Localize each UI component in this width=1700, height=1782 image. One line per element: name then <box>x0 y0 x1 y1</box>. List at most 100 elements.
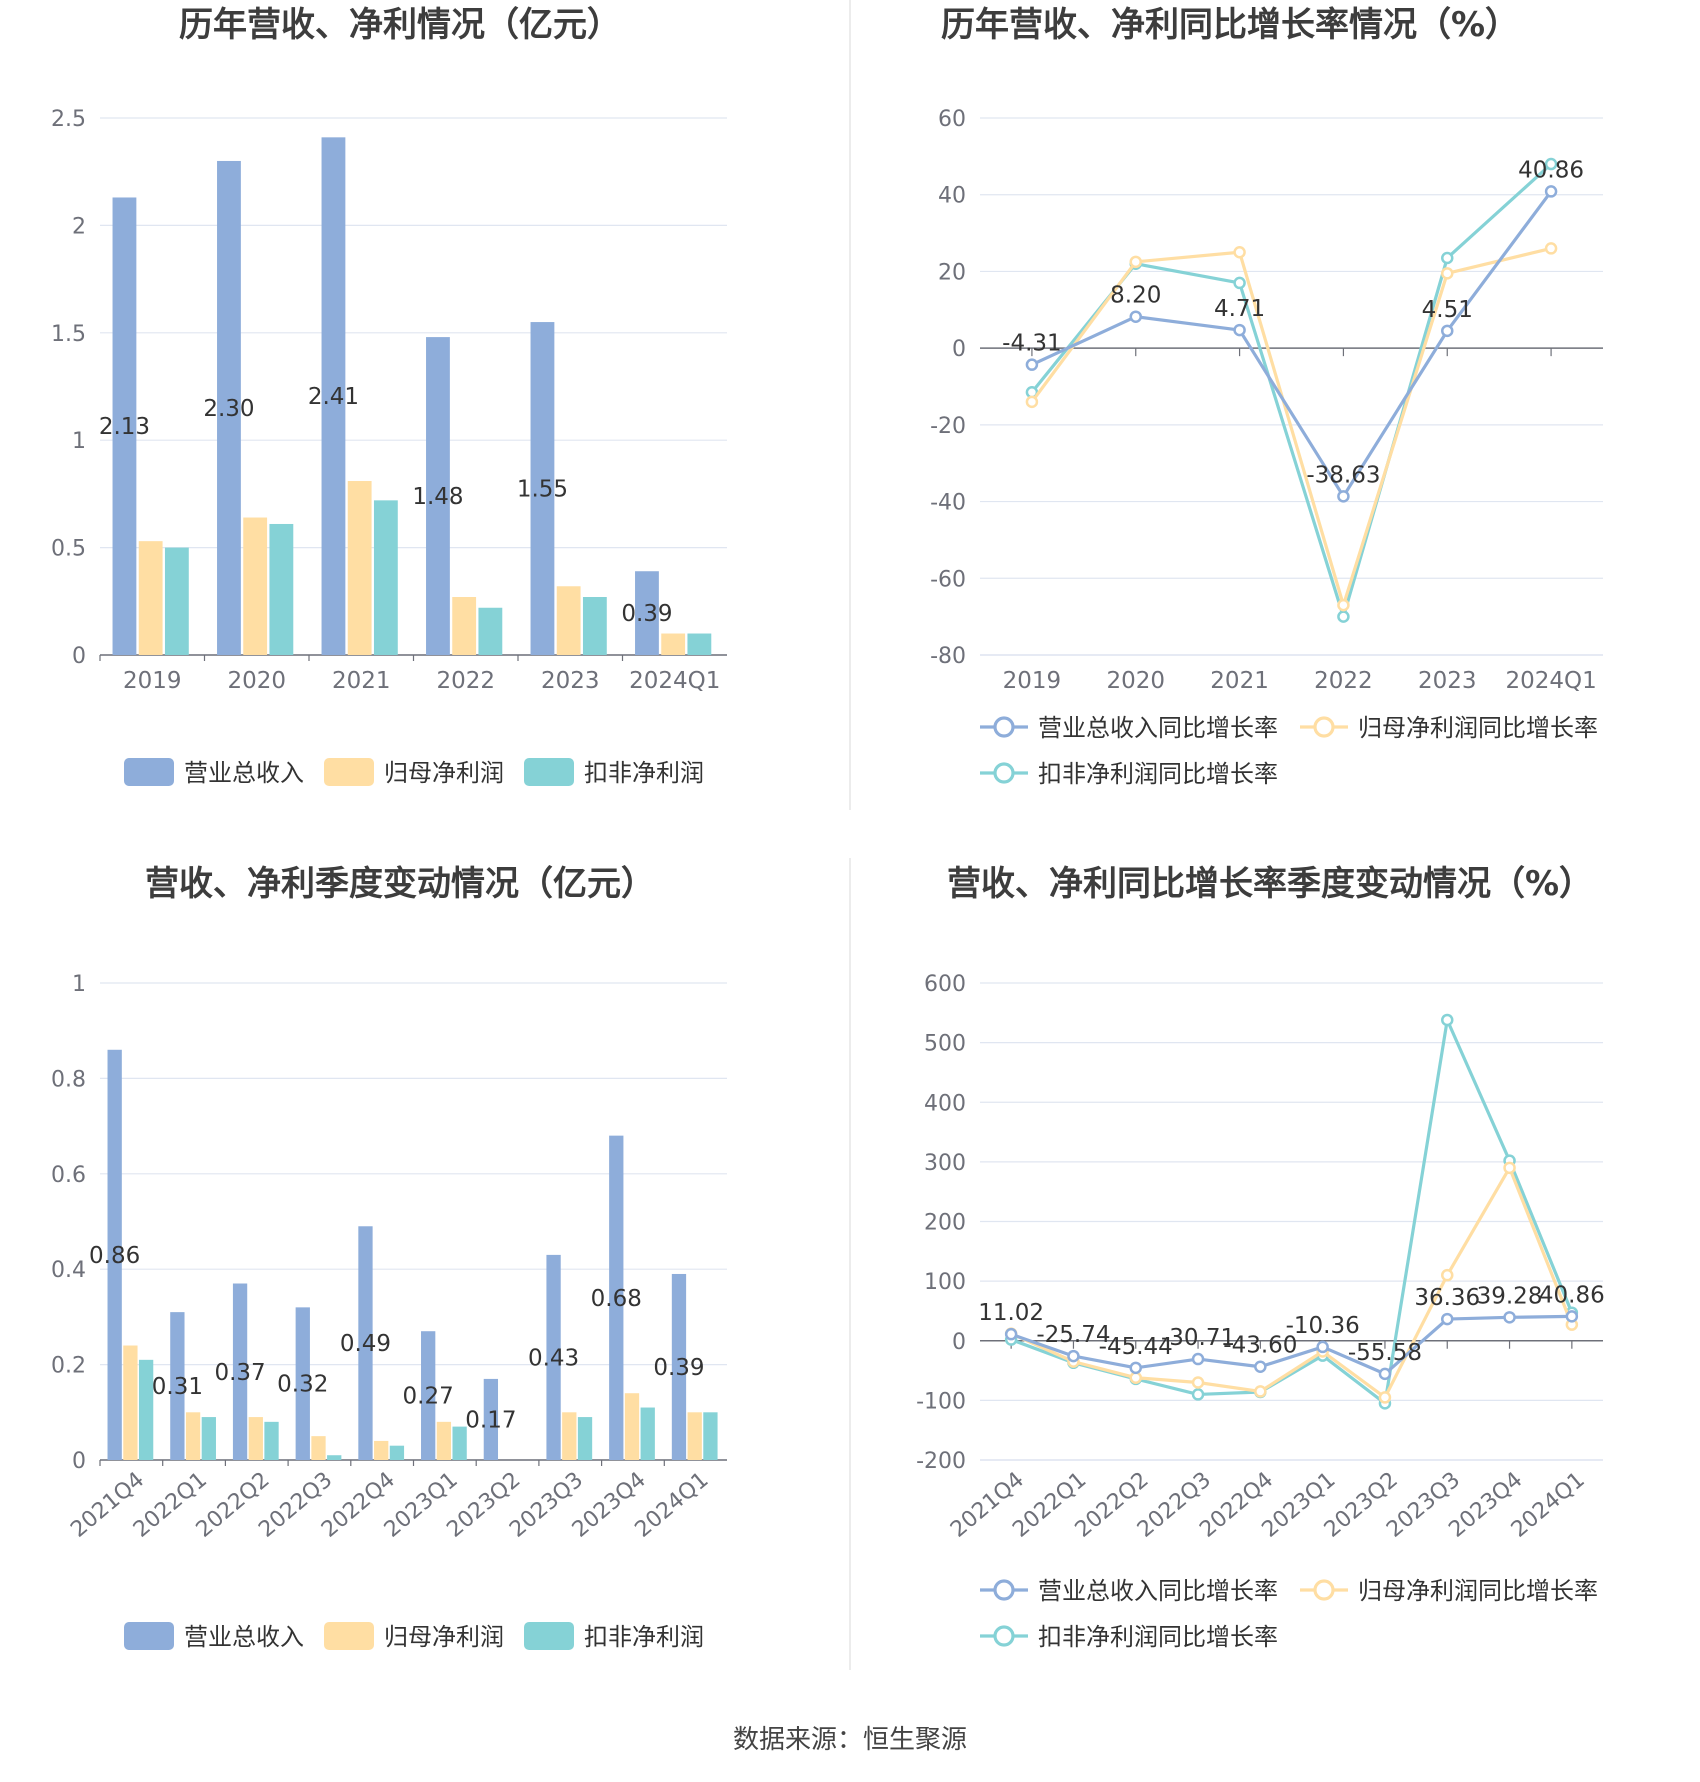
bar <box>347 481 372 655</box>
legend-label: 归母净利润 <box>384 1623 504 1651</box>
chart-title: 营收、净利季度变动情况（亿元） <box>145 864 655 904</box>
point-value-label: -25.74 <box>1036 1322 1110 1348</box>
bar <box>138 541 163 655</box>
x-tick-label: 2022 <box>436 668 495 694</box>
bar <box>164 547 189 655</box>
series-point <box>1337 610 1350 623</box>
quarterly-growth-chart: 营收、净利同比增长率季度变动情况（%） -200 -100 0 100 200 300 40… <box>916 864 1605 1651</box>
legend-swatch <box>324 758 374 786</box>
bar <box>436 1421 452 1460</box>
bar <box>295 1307 310 1460</box>
bar <box>483 1378 499 1460</box>
series-point <box>1544 157 1558 171</box>
point-value-label: 39.28 <box>1477 1283 1543 1309</box>
y-tick-label: 0.5 <box>51 537 86 562</box>
legend-swatch <box>124 1622 174 1650</box>
y-tick-label: 400 <box>924 1091 966 1116</box>
y-tick-label: 1.5 <box>51 322 86 347</box>
bar <box>123 1345 138 1460</box>
bar <box>421 1331 436 1460</box>
y-tick-label: 2 <box>72 214 86 239</box>
series-point <box>1233 323 1246 337</box>
series-point <box>1025 395 1039 409</box>
series-point <box>1337 598 1350 612</box>
bar <box>624 1393 640 1460</box>
y-tick-label: 1 <box>72 429 86 454</box>
point-value-label: 4.51 <box>1422 297 1473 323</box>
series-point <box>1441 324 1454 338</box>
legend-label: 归母净利润 <box>384 759 504 787</box>
data-source-note: 数据来源：恒生聚源 <box>733 1725 967 1755</box>
point-value-label: -38.63 <box>1306 462 1380 488</box>
bar-value-label: 0.39 <box>621 601 672 627</box>
x-tick-label: 2021 <box>332 668 391 694</box>
bar <box>201 1417 216 1460</box>
y-tick-label: 600 <box>924 972 966 997</box>
y-tick-label: 0.2 <box>51 1354 86 1379</box>
bar-value-label: 0.43 <box>528 1345 579 1371</box>
bar-value-label: 0.68 <box>591 1286 642 1312</box>
x-tick-label: 2023 <box>541 668 600 694</box>
bar <box>311 1436 326 1460</box>
annual-growth-chart: 历年营收、净利同比增长率情况（%） -80 -60 -40 -20 0 20 40 60 201… <box>930 5 1603 788</box>
point-value-label: -55.58 <box>1348 1340 1422 1366</box>
series-point <box>1129 1361 1142 1375</box>
bar <box>687 1412 702 1460</box>
bar-value-label: 0.31 <box>152 1374 203 1400</box>
y-tick-label: 60 <box>938 107 966 132</box>
point-value-label: 40.86 <box>1518 157 1584 183</box>
x-tick-label: 2019 <box>1003 668 1062 694</box>
bar <box>107 1049 122 1460</box>
x-tick-label: 2020 <box>1106 668 1165 694</box>
bar <box>373 500 398 655</box>
annual-amounts-chart: 历年营收、净利情况（亿元） 0 0.5 1 1.5 2 2.5 2019 2020 2021 20… <box>51 5 727 787</box>
y-tick-label: 1 <box>72 972 86 997</box>
series-point <box>1441 1013 1454 1027</box>
x-tick-label: 2021 <box>1210 668 1269 694</box>
x-tick-label: 2023 <box>1418 668 1477 694</box>
point-value-label: 40.86 <box>1539 1282 1605 1308</box>
x-tick-label: 2024Q1 <box>629 668 720 694</box>
y-tick-label: 500 <box>924 1032 966 1057</box>
bar <box>374 1440 389 1460</box>
bar-value-label: 1.48 <box>412 484 463 510</box>
bar-value-label: 2.13 <box>99 414 150 440</box>
bar <box>389 1445 405 1460</box>
quarterly-amounts-chart: 营收、净利季度变动情况（亿元） 00.20.40.60.812021Q42022… <box>51 864 727 1651</box>
y-tick-label: 0 <box>72 644 86 669</box>
series-point <box>1503 1161 1516 1175</box>
x-tick-label: 2022 <box>1314 668 1373 694</box>
y-tick-label: 0 <box>952 337 966 362</box>
legend-label: 营业总收入 <box>184 1623 304 1651</box>
series-line <box>1030 246 1552 607</box>
legend: 营业总收入 归母净利润 扣非净利润 <box>124 1622 704 1651</box>
series-point <box>1254 1360 1267 1373</box>
bar <box>582 597 607 655</box>
y-tick-label: -60 <box>930 567 966 592</box>
point-value-label: 8.20 <box>1110 283 1161 309</box>
bar <box>635 571 659 655</box>
series-point <box>1544 185 1558 198</box>
series-point <box>1067 1349 1080 1363</box>
bar <box>264 1421 279 1460</box>
series-point <box>1191 1352 1205 1366</box>
series-point <box>1441 1268 1454 1282</box>
bar <box>703 1412 718 1460</box>
bar <box>546 1254 561 1460</box>
y-tick-label: 200 <box>924 1211 966 1236</box>
bar <box>609 1135 624 1460</box>
bar <box>562 1412 577 1460</box>
series-line <box>1030 162 1553 619</box>
bar-value-label: 0.49 <box>340 1331 391 1357</box>
bar <box>671 1273 687 1460</box>
bar-value-label: 0.17 <box>465 1407 516 1433</box>
bar <box>327 1455 342 1460</box>
series-point <box>1337 490 1350 503</box>
bar <box>556 586 581 655</box>
y-tick-label: 20 <box>938 260 966 285</box>
bar <box>358 1226 373 1460</box>
bar-value-label: 0.32 <box>277 1372 328 1398</box>
y-tick-label: 0.6 <box>51 1163 86 1188</box>
bar-value-label: 2.30 <box>203 396 254 422</box>
